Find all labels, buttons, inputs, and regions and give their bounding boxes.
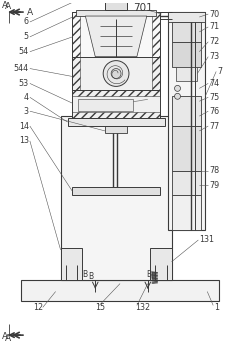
Text: 3: 3 — [24, 107, 29, 116]
Text: 78: 78 — [209, 166, 219, 175]
Bar — [72, 12, 160, 57]
Bar — [60, 248, 82, 280]
Text: 4: 4 — [24, 93, 29, 102]
Text: 701: 701 — [133, 3, 153, 13]
Text: 131: 131 — [199, 236, 214, 245]
Bar — [60, 116, 172, 280]
Bar — [72, 90, 160, 118]
Text: 12: 12 — [33, 303, 43, 312]
Text: 544: 544 — [14, 64, 29, 73]
Bar — [72, 57, 160, 90]
Text: B: B — [82, 270, 87, 279]
Bar — [105, 126, 127, 133]
Bar — [152, 57, 160, 90]
Text: 132: 132 — [135, 303, 150, 312]
Text: A: A — [2, 332, 8, 341]
Text: B: B — [150, 272, 155, 281]
Circle shape — [174, 93, 180, 99]
Text: A: A — [27, 8, 33, 17]
Bar — [68, 118, 165, 126]
Bar — [172, 195, 201, 230]
Text: 54: 54 — [19, 47, 29, 56]
Bar — [76, 10, 156, 16]
Text: 72: 72 — [209, 37, 220, 46]
Bar — [72, 12, 80, 57]
Circle shape — [174, 86, 180, 91]
Text: B: B — [146, 270, 151, 279]
Text: 73: 73 — [209, 52, 219, 61]
Text: 77: 77 — [209, 121, 220, 131]
Text: B: B — [88, 272, 94, 281]
Bar — [150, 248, 172, 280]
Text: 7: 7 — [217, 67, 222, 76]
Text: 13: 13 — [19, 136, 29, 146]
Text: 14: 14 — [19, 121, 29, 131]
Bar — [72, 112, 160, 118]
Text: 15: 15 — [95, 303, 106, 312]
Text: 1: 1 — [214, 303, 219, 312]
Circle shape — [111, 68, 121, 79]
Bar — [172, 126, 201, 171]
Bar — [172, 96, 201, 126]
Text: 5: 5 — [24, 32, 29, 41]
Text: 6: 6 — [24, 17, 29, 27]
Circle shape — [103, 61, 129, 87]
Polygon shape — [85, 16, 147, 57]
Bar — [152, 12, 160, 57]
Bar — [72, 57, 80, 90]
Text: 79: 79 — [209, 181, 220, 190]
Bar — [172, 42, 201, 67]
Bar — [168, 12, 205, 22]
Text: A: A — [5, 334, 11, 343]
Text: 71: 71 — [209, 22, 219, 31]
Bar — [78, 99, 133, 111]
Bar — [172, 22, 201, 42]
Text: A: A — [5, 2, 11, 11]
Bar — [172, 171, 201, 195]
Bar — [72, 187, 160, 195]
Bar — [172, 171, 201, 195]
Bar — [105, 0, 127, 10]
Text: 53: 53 — [19, 79, 29, 88]
Bar — [72, 90, 160, 96]
Text: 76: 76 — [209, 107, 219, 116]
Bar — [172, 126, 201, 171]
Bar — [176, 67, 197, 81]
Bar — [172, 22, 201, 42]
Text: 70: 70 — [209, 9, 219, 18]
Text: A: A — [2, 1, 8, 10]
Text: 74: 74 — [209, 79, 219, 88]
Bar — [168, 12, 205, 230]
Bar — [21, 280, 219, 302]
Bar — [172, 42, 201, 67]
Bar — [76, 10, 156, 16]
Text: 75: 75 — [209, 93, 220, 102]
Bar — [172, 96, 201, 126]
